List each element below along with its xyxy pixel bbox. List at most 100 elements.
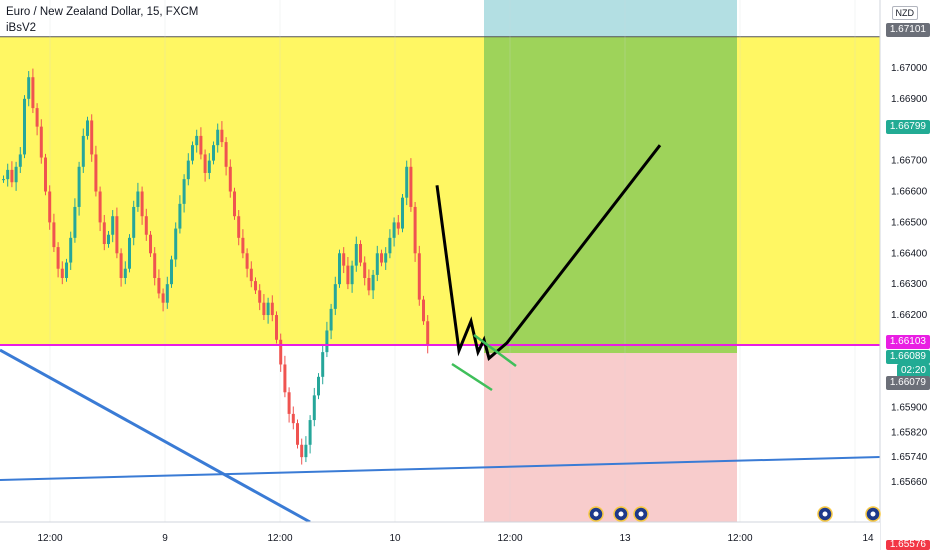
candle-body	[422, 299, 425, 322]
candles-layer	[2, 68, 430, 465]
candle-body	[174, 228, 178, 260]
candle-body	[375, 253, 379, 275]
event-markers[interactable]	[588, 506, 881, 522]
economic-event-dot	[618, 511, 624, 517]
stop-price-badge: 1.66079	[885, 376, 930, 390]
candle-body	[31, 77, 35, 109]
time-axis[interactable]: 12:00 9 12:00 10 12:00 13 12:00 14	[0, 521, 880, 550]
candle-body	[69, 237, 73, 263]
top-zone-price-badge: 1.67101	[885, 23, 930, 37]
candle-body	[287, 392, 291, 414]
candle-body	[354, 244, 358, 266]
candle-body	[401, 197, 404, 229]
price-tick-label: 1.66200	[891, 310, 928, 321]
candle-body	[237, 216, 241, 238]
candle-body	[94, 154, 98, 192]
candle-body	[199, 135, 203, 155]
candle-body	[392, 222, 396, 238]
candle-body	[98, 191, 102, 223]
candle-body	[367, 277, 371, 291]
candle-body	[270, 302, 274, 316]
candle-body	[102, 222, 106, 245]
candle-body	[81, 135, 85, 167]
last-price-badge: 1.66089	[885, 350, 930, 364]
price-tick-label: 1.66400	[891, 248, 928, 259]
price-tick-label: 1.67000	[891, 63, 928, 74]
economic-event-dot	[870, 511, 876, 517]
candle-body	[371, 274, 375, 291]
candle-body	[283, 364, 287, 393]
price-tick-label: 1.66300	[891, 279, 928, 290]
candle-body	[56, 247, 60, 269]
candle-body	[149, 234, 152, 254]
candle-body	[18, 154, 22, 167]
candle-body	[35, 108, 39, 127]
candle-body	[258, 290, 262, 303]
candle-body	[144, 216, 148, 235]
candle-body	[48, 191, 52, 223]
economic-event-dot	[638, 511, 644, 517]
candle-body	[27, 77, 31, 99]
candle-body	[241, 237, 245, 254]
candle-body	[60, 268, 64, 278]
time-tick-label: 10	[389, 533, 401, 544]
candle-body	[128, 237, 131, 269]
candle-body	[417, 253, 421, 300]
candle-body	[342, 253, 346, 266]
candle-body	[224, 142, 228, 167]
candle-body	[165, 284, 169, 303]
price-tick-label: 1.66600	[891, 187, 928, 198]
candle-body	[119, 253, 123, 278]
candle-body	[359, 244, 362, 263]
candle-body	[312, 395, 316, 421]
candle-body	[405, 166, 409, 198]
forecast-path	[435, 144, 662, 361]
price-tick-label: 1.65900	[891, 403, 928, 414]
candle-body	[308, 420, 312, 445]
indicator-label[interactable]: iBsV2	[6, 22, 37, 34]
currency-label[interactable]: NZD	[891, 6, 918, 20]
candle-body	[325, 330, 329, 353]
price-tick-label: 1.66500	[891, 217, 928, 228]
candle-body	[153, 253, 157, 278]
candle-body	[279, 339, 283, 365]
candle-body	[321, 352, 325, 377]
candle-body	[346, 265, 350, 285]
candle-body	[380, 253, 383, 263]
time-tick-label: 12:00	[267, 533, 292, 544]
candle-body	[254, 281, 257, 291]
candle-body	[329, 308, 333, 331]
candle-body	[39, 126, 43, 158]
candle-body	[170, 259, 173, 285]
candle-body	[207, 160, 211, 173]
symbol-title[interactable]: Euro / New Zealand Dollar, 15, FXCM	[6, 6, 199, 18]
candle-body	[10, 169, 14, 183]
drawing-layer[interactable]	[0, 144, 881, 524]
candle-body	[350, 265, 354, 285]
candle-body	[182, 179, 186, 204]
candle-body	[123, 268, 127, 278]
time-axis-bg	[0, 522, 880, 550]
candle-body	[275, 315, 278, 340]
candle-body	[132, 206, 136, 238]
candle-body	[396, 222, 400, 229]
price-tick-label: 1.66900	[891, 94, 928, 105]
candle-body	[426, 321, 430, 346]
profit-zone-top	[484, 0, 737, 37]
candle-body	[388, 237, 392, 254]
candle-body	[249, 268, 253, 282]
candle-body	[161, 293, 165, 303]
price-axis-bg	[880, 0, 932, 550]
candle-body	[338, 253, 341, 285]
candle-body	[115, 216, 119, 254]
candle-body	[304, 444, 308, 458]
price-tick-label: 1.65740	[891, 452, 928, 463]
trendline-support	[0, 456, 881, 481]
price-axis[interactable]: 1.67000 1.66900 1.66700 1.66600 1.66500 1.664…	[879, 0, 932, 550]
supply-zone	[0, 36, 880, 346]
candle-body	[266, 302, 270, 316]
candle-body	[73, 206, 77, 238]
candle-body	[203, 154, 207, 173]
grid-layer	[49, 0, 856, 522]
